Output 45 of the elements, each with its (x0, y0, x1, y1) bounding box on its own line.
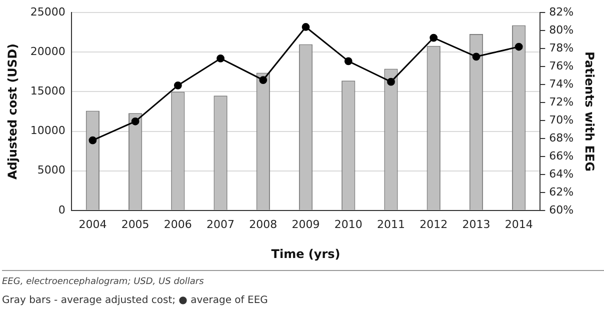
y2-axis-title: Patients with EEG (582, 51, 597, 172)
text: Gray bars - average adjusted cost; ● average of EEG (2, 295, 269, 306)
y2-tick-label: 68% (549, 131, 574, 144)
x-tick-label: 2007 (206, 218, 235, 231)
x-tick-label: 2009 (292, 218, 320, 231)
x-axis-title: Time (yrs) (271, 246, 340, 261)
y-tick-label: 25000 (30, 5, 66, 18)
x-tick-label: 2013 (462, 218, 490, 231)
x-tick-label: 2012 (420, 218, 448, 231)
x-tick-label: 2010 (334, 218, 362, 231)
point (302, 23, 310, 31)
y2-tick-label: 74% (549, 77, 574, 90)
y2-tick-label: 62% (549, 185, 574, 198)
y-tick-label: 0 (58, 203, 66, 216)
y2-tick-label: 72% (549, 95, 574, 108)
x-tick-label: 2004 (78, 218, 107, 231)
point (88, 136, 97, 144)
y2-tick-label: 80% (549, 23, 574, 36)
y-tick-label: 5000 (37, 164, 66, 177)
point (131, 117, 140, 126)
y2-tick-label: 82% (549, 5, 574, 18)
x-tick-label: 2006 (164, 218, 192, 231)
y-axis-title: Adjusted cost (USD) (5, 43, 20, 180)
x-tick-label: 2011 (377, 218, 405, 231)
x-tick-label: 2005 (121, 218, 150, 231)
point (472, 52, 480, 61)
y-tick-label: 15000 (30, 84, 66, 98)
x-tick-label: 2008 (249, 218, 278, 231)
y-tick-label: 20000 (30, 45, 66, 58)
point (259, 76, 268, 84)
y2-tick-label: 76% (549, 59, 574, 72)
y2-tick-label: 78% (549, 41, 574, 54)
point (387, 78, 395, 86)
y2-tick-label: 60% (549, 203, 574, 216)
y2-tick-label: 66% (549, 149, 574, 162)
point (174, 81, 182, 90)
point (216, 54, 224, 62)
y-tick-label: 10000 (30, 124, 66, 138)
text: EEG, electroencephalogram; USD, US dollars (2, 277, 205, 287)
y2-tick-label: 64% (549, 167, 574, 180)
x-tick-label: 2014 (504, 218, 533, 231)
point (430, 34, 438, 42)
point (344, 57, 352, 66)
y2-tick-label: 70% (549, 113, 574, 126)
point (514, 42, 523, 51)
